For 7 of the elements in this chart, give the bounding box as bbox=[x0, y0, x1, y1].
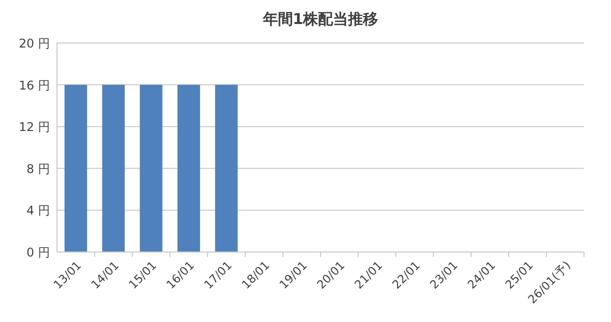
y-tick-label: 0 円 bbox=[26, 246, 50, 260]
y-tick-label: 20 円 bbox=[18, 36, 50, 50]
y-tick-label: 8 円 bbox=[26, 162, 50, 176]
chart-title: 年間1株配当推移 bbox=[262, 10, 378, 28]
y-tick-label: 12 円 bbox=[18, 120, 50, 134]
y-tick-label: 16 円 bbox=[18, 78, 50, 92]
y-tick-label: 4 円 bbox=[26, 204, 50, 218]
